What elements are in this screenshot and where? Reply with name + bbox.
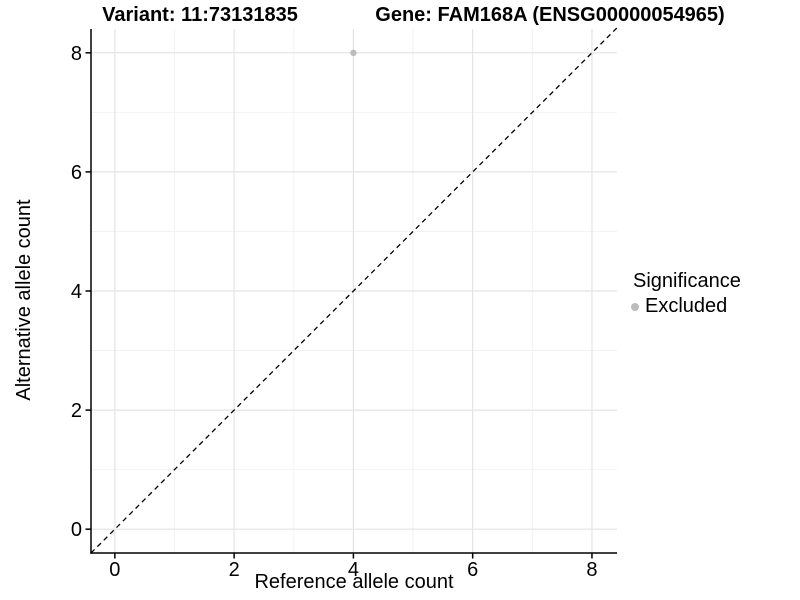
- y-tick-label: 6: [71, 162, 82, 184]
- x-tick-label: 6: [467, 559, 478, 581]
- legend-item-excluded: Excluded: [631, 295, 741, 318]
- y-axis-title: Alternative allele count: [13, 199, 35, 401]
- x-tick-label: 4: [348, 559, 359, 581]
- x-tick-label: 8: [586, 559, 597, 581]
- legend-key-circle-icon: [631, 302, 639, 311]
- legend: Significance Excluded: [631, 270, 741, 318]
- x-tick-label: 2: [229, 559, 240, 581]
- plot-title-gene: Gene: FAM168A (ENSG00000054965): [375, 4, 725, 26]
- y-tick-label: 4: [71, 281, 82, 303]
- x-tick-label: 0: [109, 559, 120, 581]
- y-tick-label: 0: [71, 519, 82, 541]
- legend-item-label: Excluded: [645, 295, 728, 317]
- identity-dashed-line: [90, 27, 618, 554]
- y-tick-label: 8: [71, 43, 82, 65]
- plot-title-variant: Variant: 11:73131835: [102, 4, 298, 26]
- data-point: [350, 49, 357, 57]
- y-tick-label: 2: [71, 400, 82, 422]
- x-axis-title: Reference allele count: [254, 571, 454, 593]
- legend-title: Significance: [633, 270, 741, 292]
